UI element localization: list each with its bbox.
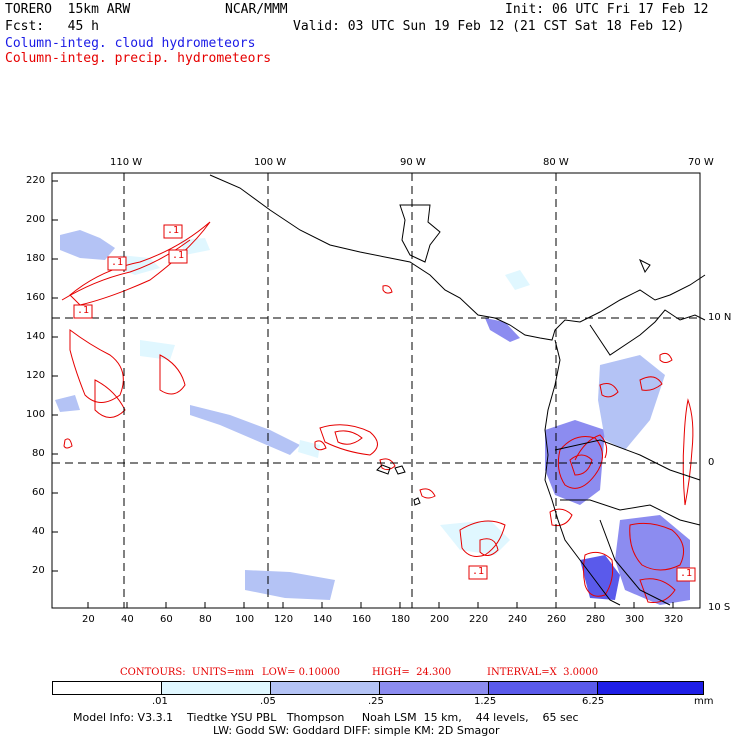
- x-tick-label: 140: [313, 614, 333, 625]
- y-tick-label: 160: [26, 292, 46, 303]
- x-tick-label: 160: [352, 614, 372, 625]
- contours-label: CONTOURS:: [120, 667, 186, 678]
- x-tick-label: 220: [469, 614, 489, 625]
- physics-info: LW: Godd SW: Goddard DIFF: simple KM: 2D…: [213, 724, 500, 737]
- y-tick-label: 220: [26, 175, 46, 186]
- colorbar: [52, 681, 704, 695]
- lat-label: 10 S: [708, 602, 731, 613]
- x-tick-label: 60: [160, 614, 173, 625]
- org-label: NCAR/MMM: [225, 2, 288, 17]
- model-title: TORERO 15km ARW: [5, 2, 131, 17]
- contour-label: .1: [77, 305, 90, 316]
- map-frame: [51, 172, 701, 609]
- contours-high: HIGH= 24.300: [372, 667, 452, 678]
- x-tick-label: 280: [586, 614, 606, 625]
- x-tick-label: 100: [235, 614, 255, 625]
- legend-precip: Column-integ. precip. hydrometeors: [5, 51, 272, 66]
- lat-label: 0: [708, 457, 715, 468]
- y-tick-label: 80: [32, 448, 45, 459]
- forecast-hour: Fcst: 45 h: [5, 19, 99, 34]
- x-tick-label: 200: [430, 614, 450, 625]
- colorbar-unit: mm: [694, 696, 714, 707]
- contour-label: .1: [167, 225, 180, 236]
- y-tick-label: 20: [32, 565, 45, 576]
- y-tick-label: 40: [32, 526, 45, 537]
- x-tick-label: 40: [121, 614, 134, 625]
- coastlines: [209, 174, 706, 606]
- lon-label: 100 W: [254, 157, 287, 168]
- x-tick-label: 20: [82, 614, 95, 625]
- x-tick-label: 260: [547, 614, 567, 625]
- y-tick-label: 120: [26, 370, 46, 381]
- x-tick-label: 80: [199, 614, 212, 625]
- lon-label: 70 W: [688, 157, 714, 168]
- lat-label: 10 N: [708, 312, 732, 323]
- colorbar-bin: [53, 682, 162, 694]
- contours-interval: INTERVAL=X 3.0000: [487, 667, 599, 678]
- colorbar-label: 6.25: [582, 696, 605, 707]
- contour-label-boxes: [73, 224, 696, 582]
- colorbar-bin: [489, 682, 598, 694]
- init-time: Init: 06 UTC Fri 17 Feb 12: [505, 2, 709, 17]
- colorbar-bin: [271, 682, 380, 694]
- y-axis-ticks: [52, 180, 58, 572]
- colorbar-label: .05: [260, 696, 276, 707]
- cloud-shading: [55, 230, 690, 605]
- x-tick-label: 320: [664, 614, 684, 625]
- precip-contours: [61, 221, 694, 603]
- lon-label: 110 W: [110, 157, 143, 168]
- x-tick-label: 180: [391, 614, 411, 625]
- lat-lon-grid: [52, 173, 700, 608]
- contours-units: UNITS=mm: [192, 667, 254, 678]
- colorbar-label: 1.25: [474, 696, 497, 707]
- y-tick-label: 180: [26, 253, 46, 264]
- x-tick-label: 120: [274, 614, 294, 625]
- x-tick-label: 240: [508, 614, 528, 625]
- lon-label: 80 W: [543, 157, 569, 168]
- contours-low: LOW= 0.10000: [262, 667, 341, 678]
- lon-label: 90 W: [400, 157, 426, 168]
- contour-label: .1: [680, 568, 693, 579]
- y-tick-label: 140: [26, 331, 46, 342]
- colorbar-label: .25: [368, 696, 384, 707]
- y-tick-label: 200: [26, 214, 46, 225]
- colorbar-bin: [598, 682, 703, 694]
- colorbar-label: .01: [152, 696, 168, 707]
- colorbar-bin: [162, 682, 271, 694]
- model-info: Model Info: V3.3.1 Tiedtke YSU PBL Thomp…: [73, 711, 579, 724]
- contour-label: .1: [172, 250, 185, 261]
- contour-label: .1: [472, 566, 485, 577]
- contour-label: .1: [111, 257, 124, 268]
- colorbar-bin: [380, 682, 489, 694]
- y-tick-label: 60: [32, 487, 45, 498]
- y-tick-label: 100: [26, 409, 46, 420]
- x-tick-label: 300: [625, 614, 645, 625]
- x-axis-ticks: [87, 602, 674, 608]
- valid-time: Valid: 03 UTC Sun 19 Feb 12 (21 CST Sat …: [293, 19, 685, 34]
- legend-cloud: Column-integ. cloud hydrometeors: [5, 36, 256, 51]
